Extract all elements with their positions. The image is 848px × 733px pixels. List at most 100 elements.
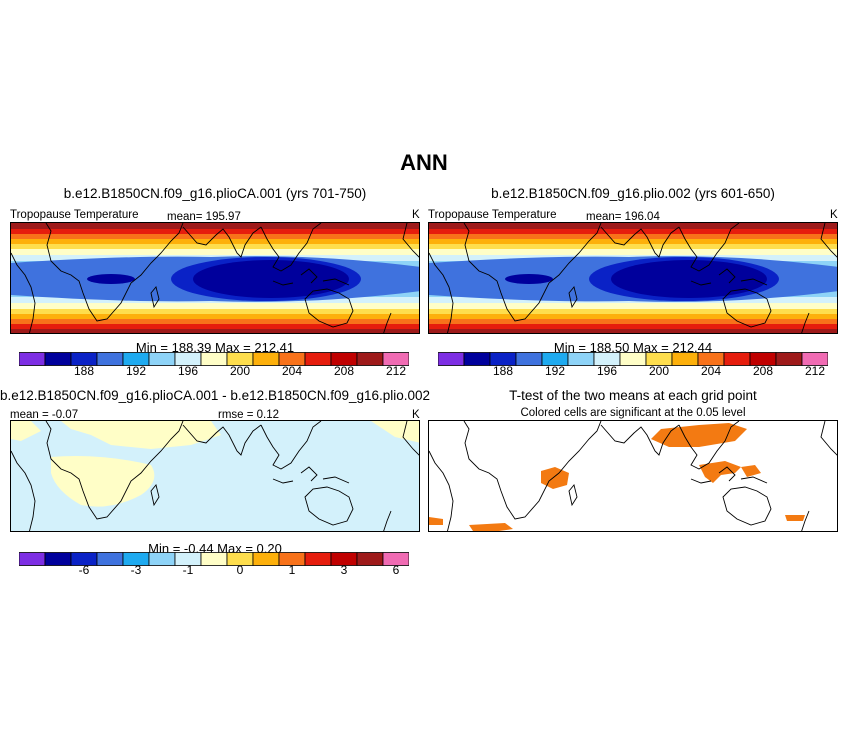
colorbar-tick-label: 212 xyxy=(385,364,407,378)
contour-band xyxy=(11,324,419,329)
right-temperature-map xyxy=(428,222,838,334)
coastline xyxy=(690,478,712,484)
significant-cells xyxy=(429,517,443,525)
coastline xyxy=(11,450,36,531)
colorbar-box xyxy=(382,552,409,566)
significant-cells xyxy=(785,515,805,521)
contour-band xyxy=(371,421,419,443)
colorbar-tick-label: -3 xyxy=(130,563,142,577)
coastline xyxy=(300,268,318,284)
contour-band xyxy=(429,229,837,234)
coastline xyxy=(429,450,454,531)
right-panel-title: b.e12.B1850CN.f09_g16.plio.002 (yrs 601-… xyxy=(491,186,775,201)
coastline xyxy=(801,510,810,531)
coastline xyxy=(383,312,392,333)
coastline xyxy=(383,510,392,531)
right-mean-label: mean= 196.04 xyxy=(586,211,660,223)
colorbar-box xyxy=(382,352,409,366)
ttest-subtitle: Colored cells are significant at the 0.0… xyxy=(520,407,746,419)
coastline xyxy=(322,476,350,484)
colorbar-tick-label: 200 xyxy=(648,364,670,378)
left-variable-label: Tropopause Temperature xyxy=(10,209,139,221)
contour-band xyxy=(429,223,837,229)
coastline xyxy=(322,278,350,286)
coastline xyxy=(463,421,602,520)
ttest-field-svg xyxy=(429,421,837,531)
colorbar-tick-label: 192 xyxy=(544,364,566,378)
contour-band xyxy=(51,456,155,507)
right-units-label: K xyxy=(830,209,838,221)
contour-band xyxy=(11,223,419,229)
colorbar-box xyxy=(19,552,46,566)
coastline xyxy=(722,486,772,526)
colorbar-tick-label: 204 xyxy=(700,364,722,378)
diff-panel-title: b.e12.B1850CN.f09_g16.plioCA.001 - b.e12… xyxy=(0,388,431,403)
contour-band xyxy=(505,274,553,284)
coastline xyxy=(304,288,354,328)
left-colorbar xyxy=(19,352,409,366)
colorbar-tick-label: 1 xyxy=(288,563,296,577)
left-field-svg xyxy=(11,223,419,333)
coastline xyxy=(272,478,294,484)
significant-cells xyxy=(469,523,513,531)
colorbar-tick-label: 212 xyxy=(804,364,826,378)
contour-band xyxy=(11,329,419,333)
colorbar-tick-label: 196 xyxy=(177,364,199,378)
coastline xyxy=(820,223,837,258)
coastline xyxy=(45,421,184,520)
right-field-svg xyxy=(429,223,837,333)
coastline xyxy=(801,312,810,333)
coastline xyxy=(150,286,160,309)
diff-colorbar xyxy=(19,552,409,566)
contour-band xyxy=(429,244,837,249)
coastline xyxy=(11,252,36,333)
contour-band xyxy=(11,239,419,244)
colorbar-tick-label: 196 xyxy=(596,364,618,378)
coastline xyxy=(678,421,740,470)
contour-band xyxy=(11,309,419,314)
colorbar-tick-label: -6 xyxy=(78,563,90,577)
coastline xyxy=(600,226,680,258)
right-variable-label: Tropopause Temperature xyxy=(428,209,557,221)
contour-band xyxy=(11,319,419,324)
colorbar-box xyxy=(19,352,46,366)
contour-band xyxy=(429,234,837,239)
contour-band xyxy=(11,249,419,255)
contour-band xyxy=(429,314,837,319)
coastline xyxy=(300,466,318,482)
contour-band xyxy=(11,303,419,309)
contour-band xyxy=(87,274,135,284)
left-panel-title: b.e12.B1850CN.f09_g16.plioCA.001 (yrs 70… xyxy=(63,186,367,201)
contour-band xyxy=(611,260,767,298)
ttest-panel-title: T-test of the two means at each grid poi… xyxy=(509,388,757,403)
colorbar-tick-label: -1 xyxy=(182,563,194,577)
coastline xyxy=(600,424,680,456)
left-mean-label: mean= 195.97 xyxy=(167,211,241,223)
contour-band xyxy=(429,249,837,255)
contour-band xyxy=(11,244,419,249)
diff-rmse-label: rmse = 0.12 xyxy=(218,409,280,421)
diff-field-svg xyxy=(11,421,419,531)
coastline xyxy=(402,421,419,456)
contour-band xyxy=(429,309,837,314)
coastline xyxy=(820,421,837,456)
ttest-map xyxy=(428,420,838,532)
main-title: ANN xyxy=(400,150,448,175)
colorbar-tick-label: 208 xyxy=(752,364,774,378)
coastline xyxy=(429,252,454,333)
coastline xyxy=(402,223,419,258)
left-units-label: K xyxy=(412,209,420,221)
right-minmax-label: Min = 188.50 Max = 212.44 xyxy=(553,340,713,355)
coastline xyxy=(260,421,322,470)
colorbar-tick-label: 0 xyxy=(236,563,244,577)
left-minmax-label: Min = 188.39 Max = 212.41 xyxy=(135,340,295,355)
difference-map xyxy=(10,420,420,532)
diff-mean-label: mean = -0.07 xyxy=(10,409,79,421)
coastline xyxy=(304,486,354,526)
colorbar-tick-label: 192 xyxy=(125,364,147,378)
coastline xyxy=(722,288,772,328)
contour-band xyxy=(11,234,419,239)
colorbar-tick-label: 200 xyxy=(229,364,251,378)
colorbar-tick-label: 6 xyxy=(392,563,400,577)
colorbar-tick-label: 208 xyxy=(333,364,355,378)
